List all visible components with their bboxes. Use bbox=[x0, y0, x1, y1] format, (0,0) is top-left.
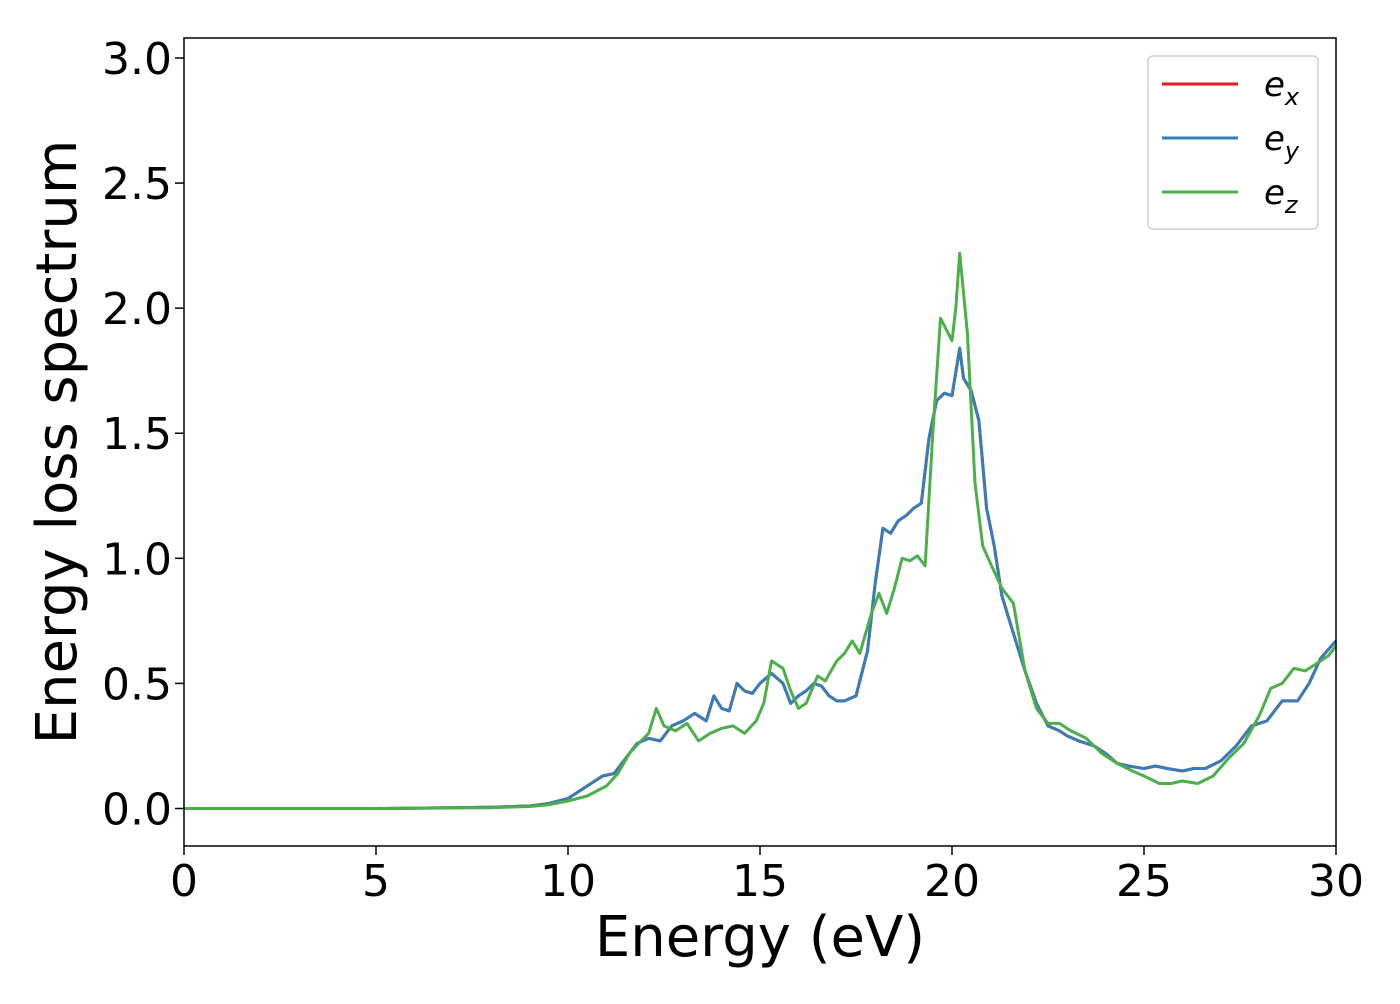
series-line-y bbox=[184, 346, 1338, 810]
x-tick-label: 5 bbox=[362, 856, 390, 907]
x-tick-label: 10 bbox=[540, 856, 596, 907]
x-tick-label: 30 bbox=[1308, 856, 1364, 907]
x-tick-label: 15 bbox=[732, 856, 788, 907]
series-group bbox=[184, 251, 1338, 810]
x-tick-label: 25 bbox=[1116, 856, 1172, 907]
series-line-z bbox=[184, 251, 1338, 810]
y-tick-label: 3.0 bbox=[102, 34, 172, 85]
y-tick-label: 1.5 bbox=[102, 409, 172, 460]
series-line-x bbox=[184, 346, 1338, 810]
legend-box bbox=[1147, 55, 1319, 230]
y-tick-label: 2.5 bbox=[102, 159, 172, 210]
y-tick-label: 2.0 bbox=[102, 284, 172, 335]
y-tick-label: 1.0 bbox=[102, 534, 172, 585]
y-axis: 0.0 0.5 1.0 1.5 2.0 2.5 3.0 bbox=[102, 34, 184, 835]
y-axis-title: Energy loss spectrum bbox=[25, 140, 90, 745]
x-axis: 0 5 10 15 20 25 30 bbox=[170, 846, 1364, 907]
x-axis-title: Energy (eV) bbox=[595, 905, 925, 970]
x-tick-label: 0 bbox=[170, 856, 198, 907]
y-tick-label: 0.0 bbox=[102, 784, 172, 835]
y-tick-label: 0.5 bbox=[102, 659, 172, 710]
x-tick-label: 20 bbox=[924, 856, 980, 907]
